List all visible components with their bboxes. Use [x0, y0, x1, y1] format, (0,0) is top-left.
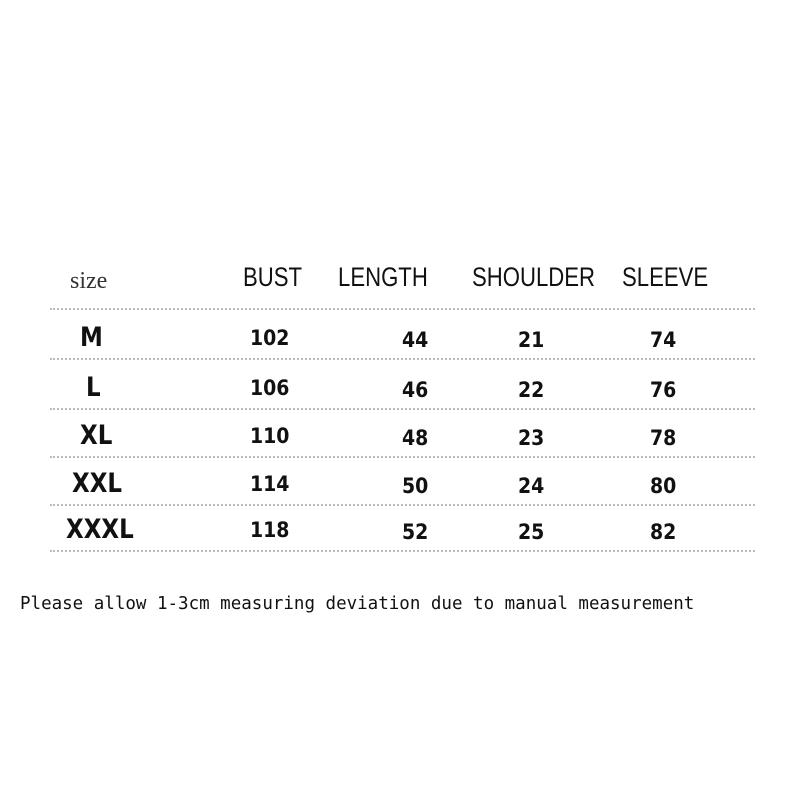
cell-sleeve: 80	[650, 474, 677, 498]
cell-bust: 102	[250, 326, 290, 350]
cell-bust: 106	[250, 376, 290, 400]
cell-sleeve: 82	[650, 520, 677, 544]
size-label: L	[86, 372, 101, 403]
measurement-note: Please allow 1-3cm measuring deviation d…	[20, 594, 695, 614]
size-label: XXXL	[66, 514, 134, 545]
cell-length: 48	[402, 426, 429, 450]
cell-shoulder: 25	[518, 520, 545, 544]
cell-length: 44	[402, 328, 429, 352]
cell-sleeve: 78	[650, 426, 677, 450]
size-label: M	[80, 322, 103, 353]
header-sleeve: SLEEVE	[622, 262, 709, 292]
row-divider	[50, 456, 755, 458]
size-label: XL	[80, 420, 113, 451]
row-divider	[50, 504, 755, 506]
row-divider	[50, 408, 755, 410]
cell-bust: 118	[250, 518, 290, 542]
row-divider	[50, 358, 755, 360]
size-label: XXL	[72, 468, 123, 499]
cell-shoulder: 23	[518, 426, 545, 450]
cell-bust: 110	[250, 424, 290, 448]
cell-length: 50	[402, 474, 429, 498]
cell-length: 46	[402, 378, 429, 402]
cell-sleeve: 74	[650, 328, 677, 352]
cell-bust: 114	[250, 472, 290, 496]
cell-shoulder: 21	[518, 328, 545, 352]
header-shoulder: SHOULDER	[472, 262, 596, 292]
header-length: LENGTH	[338, 262, 428, 292]
divider	[50, 308, 755, 310]
row-divider	[50, 550, 755, 552]
cell-length: 52	[402, 520, 429, 544]
cell-shoulder: 24	[518, 474, 545, 498]
cell-sleeve: 76	[650, 378, 677, 402]
header-size: size	[70, 268, 108, 294]
header-bust: BUST	[243, 262, 303, 292]
cell-shoulder: 22	[518, 378, 545, 402]
